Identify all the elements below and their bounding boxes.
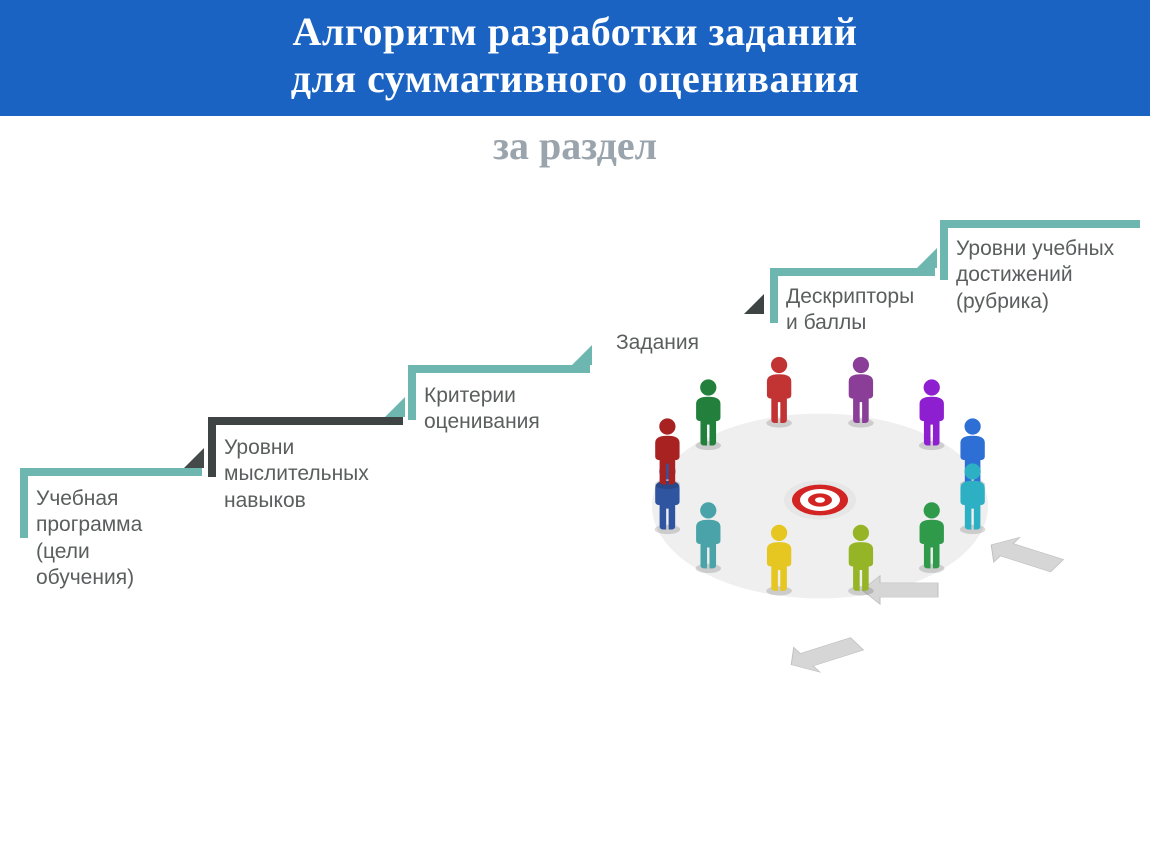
title-line1: Алгоритм разработки заданий bbox=[0, 8, 1150, 55]
step-tab bbox=[184, 448, 204, 468]
step-bar-left bbox=[20, 468, 28, 538]
arrow-icon bbox=[778, 631, 870, 677]
target-icon bbox=[784, 480, 856, 520]
step-tab bbox=[385, 397, 405, 417]
step-bar-left bbox=[208, 417, 216, 477]
subtitle: за раздел bbox=[0, 122, 1150, 169]
step-bar-top bbox=[940, 220, 1140, 228]
stair-step-6: Уровни учебных достижений (рубрика) bbox=[940, 220, 1140, 280]
arrow-icon bbox=[978, 532, 1070, 578]
step-bar-top bbox=[208, 417, 403, 425]
step-label: Уровни мыслительных навыков bbox=[224, 435, 369, 514]
title-line2: для суммативного оценивания bbox=[0, 55, 1150, 102]
stair-step-2: Уровни мыслительных навыков bbox=[208, 417, 403, 477]
step-bar-left bbox=[940, 220, 948, 280]
step-bar-top bbox=[20, 468, 202, 476]
step-label: Учебная программа (цели обучения) bbox=[36, 486, 142, 591]
title-band: Алгоритм разработки заданий для сумматив… bbox=[0, 0, 1150, 116]
step-bar-left bbox=[408, 365, 416, 420]
stair-step-1: Учебная программа (цели обучения) bbox=[20, 468, 202, 538]
step-tab bbox=[917, 248, 937, 268]
step-label: Критерии оценивания bbox=[424, 383, 540, 436]
people-circle-graphic bbox=[560, 300, 1080, 700]
step-bar-top bbox=[770, 268, 935, 276]
